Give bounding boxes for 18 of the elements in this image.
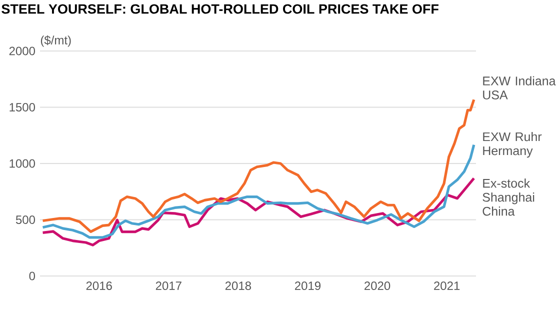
x-tick-label: 2021 <box>434 282 460 290</box>
x-tick-label: 2020 <box>364 282 390 290</box>
series-label: EXW Ruhr Hermany <box>483 132 542 158</box>
x-tick-label: 2018 <box>225 282 252 290</box>
line-series <box>41 144 476 239</box>
x-tick-label: 2016 <box>86 282 112 290</box>
y-tick-label: 1500 <box>10 103 36 112</box>
series-label: Ex-stock Shanghai China <box>482 178 534 216</box>
y-tick-label: 2000 <box>9 46 36 56</box>
y-tick-label: 500 <box>16 216 36 224</box>
x-tick-label: 2017 <box>156 282 182 290</box>
line-series <box>41 98 476 233</box>
y-tick-label: 0 <box>29 272 36 280</box>
y-tick-label: 1000 <box>10 159 36 168</box>
x-tick-label: 2019 <box>294 282 320 290</box>
series-label: EXW Indiana USA <box>483 76 556 100</box>
y-axis-title: ($/mt) <box>40 35 71 47</box>
chart-title: STEEL YOURSELF: GLOBAL HOT-ROLLED COIL PRICES TAKE OFF <box>2 4 438 14</box>
